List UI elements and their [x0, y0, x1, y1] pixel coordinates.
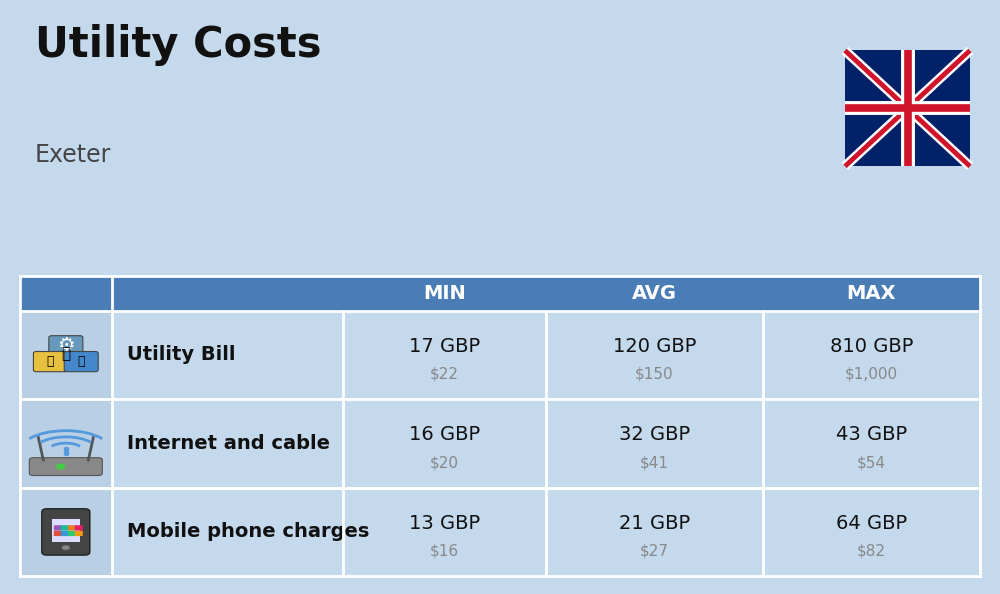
Text: 17 GBP: 17 GBP: [409, 337, 480, 356]
FancyBboxPatch shape: [52, 519, 80, 542]
Circle shape: [62, 545, 70, 550]
Text: ⚙: ⚙: [57, 336, 75, 355]
FancyBboxPatch shape: [49, 336, 83, 356]
Text: Utility Bill: Utility Bill: [127, 346, 235, 365]
Text: 13 GBP: 13 GBP: [409, 514, 480, 533]
FancyBboxPatch shape: [61, 531, 69, 536]
FancyBboxPatch shape: [42, 509, 90, 555]
Text: $22: $22: [430, 367, 459, 382]
Text: 🔌: 🔌: [47, 355, 54, 368]
Text: Exeter: Exeter: [35, 143, 111, 166]
Text: $16: $16: [430, 544, 459, 559]
Text: $82: $82: [857, 544, 886, 559]
Text: Mobile phone charges: Mobile phone charges: [127, 523, 369, 542]
Text: $27: $27: [640, 544, 669, 559]
Text: 21 GBP: 21 GBP: [619, 514, 690, 533]
FancyBboxPatch shape: [68, 531, 76, 536]
FancyBboxPatch shape: [75, 525, 83, 530]
FancyBboxPatch shape: [845, 50, 970, 166]
FancyBboxPatch shape: [54, 525, 62, 530]
Text: Utility Costs: Utility Costs: [35, 24, 322, 66]
Text: $1,000: $1,000: [845, 367, 898, 382]
Text: 32 GBP: 32 GBP: [619, 425, 690, 444]
Text: 120 GBP: 120 GBP: [613, 337, 696, 356]
FancyBboxPatch shape: [20, 276, 980, 311]
FancyBboxPatch shape: [20, 311, 112, 399]
Text: $150: $150: [635, 367, 674, 382]
FancyBboxPatch shape: [54, 531, 62, 536]
Text: 64 GBP: 64 GBP: [836, 514, 907, 533]
FancyBboxPatch shape: [64, 352, 98, 372]
FancyBboxPatch shape: [61, 525, 69, 530]
FancyBboxPatch shape: [112, 488, 980, 576]
FancyBboxPatch shape: [29, 458, 102, 476]
FancyBboxPatch shape: [112, 311, 980, 399]
Text: 🧑: 🧑: [61, 346, 70, 361]
Text: 43 GBP: 43 GBP: [836, 425, 907, 444]
Text: 16 GBP: 16 GBP: [409, 425, 480, 444]
FancyBboxPatch shape: [33, 352, 67, 372]
FancyBboxPatch shape: [20, 399, 112, 488]
Text: 💧: 💧: [77, 355, 85, 368]
Text: AVG: AVG: [632, 284, 677, 303]
Circle shape: [57, 465, 65, 469]
FancyBboxPatch shape: [75, 531, 83, 536]
FancyBboxPatch shape: [112, 399, 980, 488]
FancyBboxPatch shape: [68, 525, 76, 530]
Text: MIN: MIN: [423, 284, 466, 303]
Text: $20: $20: [430, 456, 459, 470]
Text: 810 GBP: 810 GBP: [830, 337, 913, 356]
Text: Internet and cable: Internet and cable: [127, 434, 330, 453]
Text: $54: $54: [857, 456, 886, 470]
Text: $41: $41: [640, 456, 669, 470]
Text: MAX: MAX: [847, 284, 896, 303]
FancyBboxPatch shape: [20, 488, 112, 576]
